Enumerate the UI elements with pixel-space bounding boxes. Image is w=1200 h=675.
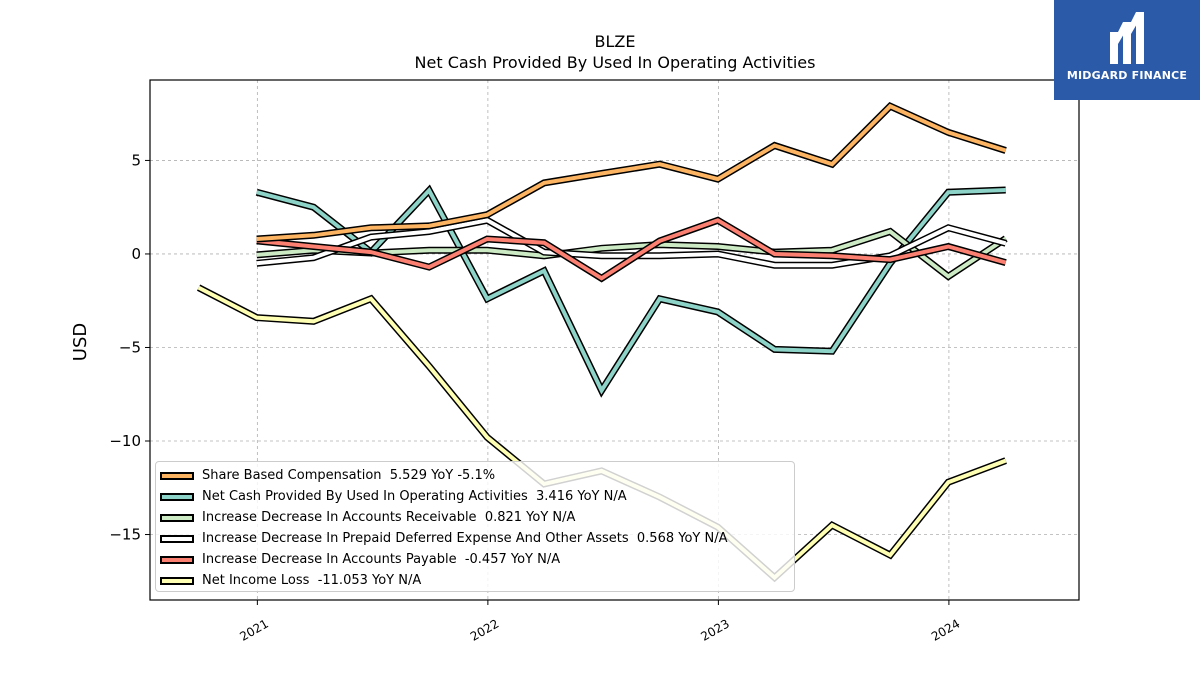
legend-swatch bbox=[160, 534, 194, 543]
plot-frame bbox=[149, 79, 1080, 601]
x-tick-label: 2024 bbox=[929, 616, 962, 643]
series-outline bbox=[255, 184, 1006, 398]
legend-label: Net Cash Provided By Used In Operating A… bbox=[202, 489, 627, 504]
legend-swatch bbox=[160, 492, 194, 501]
legend-item: Increase Decrease In Prepaid Deferred Ex… bbox=[160, 528, 794, 549]
legend-item: Net Cash Provided By Used In Operating A… bbox=[160, 486, 794, 507]
legend-swatch bbox=[160, 555, 194, 564]
legend-label: Increase Decrease In Accounts Payable -0… bbox=[202, 552, 561, 567]
chart-title: BLZE bbox=[595, 32, 636, 51]
legend-label: Increase Decrease In Accounts Receivable… bbox=[202, 510, 576, 525]
x-ticks: 2021 2022 2023 2024 bbox=[237, 600, 962, 644]
y-tick-label: 0 bbox=[131, 245, 141, 263]
y-ticks: 5 0 −5 −10 −15 bbox=[109, 151, 150, 544]
legend: Share Based Compensation 5.529 YoY -5.1%… bbox=[155, 461, 795, 592]
series-outline bbox=[256, 102, 1007, 243]
series-line bbox=[256, 218, 1007, 281]
legend-label: Increase Decrease In Prepaid Deferred Ex… bbox=[202, 531, 728, 546]
legend-label: Share Based Compensation 5.529 YoY -5.1% bbox=[202, 468, 496, 483]
y-tick-label: 5 bbox=[131, 151, 141, 169]
legend-item: Increase Decrease In Accounts Receivable… bbox=[160, 507, 794, 528]
x-tick-label: 2022 bbox=[468, 616, 501, 643]
legend-swatch bbox=[160, 471, 194, 480]
series-increase-decrease-in-accounts-payable bbox=[256, 216, 1007, 283]
series-line bbox=[256, 103, 1007, 241]
series-net-cash-provided-by-used-in-operating-activities bbox=[255, 184, 1006, 398]
series-line bbox=[256, 187, 1006, 395]
y-tick-label: −10 bbox=[109, 432, 141, 450]
legend-item: Net Income Loss -11.053 YoY N/A bbox=[160, 570, 794, 591]
y-tick-label: −15 bbox=[109, 526, 141, 544]
legend-item: Share Based Compensation 5.529 YoY -5.1% bbox=[160, 465, 794, 486]
legend-swatch bbox=[160, 513, 194, 522]
logo-mark-icon bbox=[1110, 12, 1144, 64]
brand-logo: MIDGARD FINANCE bbox=[1054, 0, 1200, 100]
series-share-based-compensation bbox=[256, 102, 1007, 243]
y-tick-label: −5 bbox=[119, 338, 141, 356]
legend-label: Net Income Loss -11.053 YoY N/A bbox=[202, 573, 422, 588]
chart-subtitle: Net Cash Provided By Used In Operating A… bbox=[415, 53, 816, 72]
x-tick-label: 2021 bbox=[237, 616, 270, 643]
y-axis-label: USD bbox=[70, 323, 91, 361]
logo-text: MIDGARD FINANCE bbox=[1066, 69, 1188, 82]
legend-swatch bbox=[160, 576, 194, 585]
legend-item: Increase Decrease In Accounts Payable -0… bbox=[160, 549, 794, 570]
x-tick-label: 2023 bbox=[698, 616, 731, 643]
